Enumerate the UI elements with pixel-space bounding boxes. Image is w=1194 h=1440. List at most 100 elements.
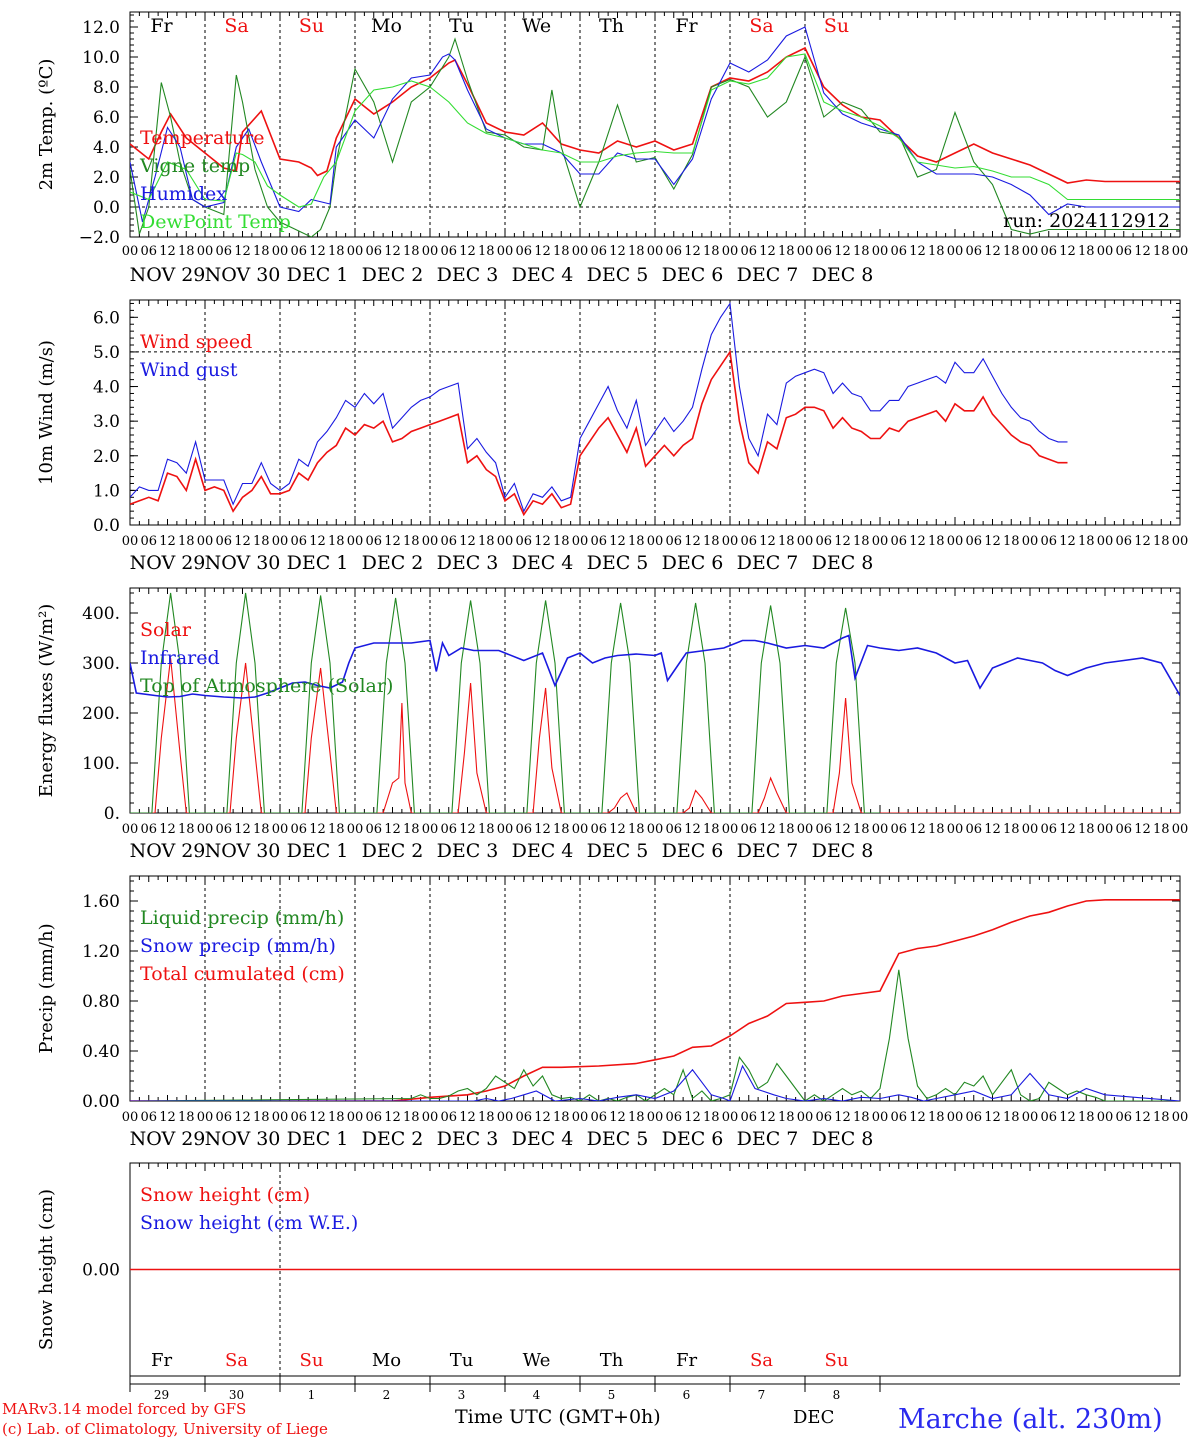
y-tick-label: 8.0 [93, 78, 120, 98]
x-day-label: DEC 7 [737, 840, 799, 862]
x-hour-label: 00 [122, 822, 139, 837]
bottom-day-number: 2 [383, 1388, 391, 1402]
x-hour-label: 12 [309, 822, 326, 837]
x-hour-label: 06 [290, 244, 307, 259]
x-hour-label: 00 [1022, 822, 1039, 837]
x-hour-label: 18 [478, 534, 495, 549]
plot-frame [129, 587, 1181, 814]
x-hour-label: 00 [947, 534, 964, 549]
x-hour-label: 06 [215, 534, 232, 549]
x-hour-label: 12 [534, 534, 551, 549]
x-hour-label: 18 [553, 534, 570, 549]
legend-entry: Solar [140, 619, 192, 641]
x-day-label: DEC 6 [662, 552, 724, 574]
bottom-day-number: 8 [833, 1388, 841, 1402]
x-hour-label: 18 [628, 1110, 645, 1125]
x-hour-label: 00 [1172, 1110, 1189, 1125]
legend-entry: Snow precip (mm/h) [140, 935, 336, 957]
x-hour-label: 18 [1078, 1110, 1095, 1125]
x-hour-label: 06 [590, 1110, 607, 1125]
x-hour-label: 12 [459, 534, 476, 549]
x-hour-label: 00 [872, 1110, 889, 1125]
x-hour-label: 18 [628, 534, 645, 549]
x-hour-label: 00 [797, 244, 814, 259]
x-hour-label: 18 [328, 534, 345, 549]
x-hour-label: 06 [740, 534, 757, 549]
x-hour-label: 06 [1040, 822, 1057, 837]
x-day-label: NOV 30 [205, 552, 281, 574]
x-hour-label: 12 [909, 244, 926, 259]
x-hour-label: 06 [740, 1110, 757, 1125]
y-tick-label: 4.0 [93, 138, 120, 158]
x-hour-label: 06 [290, 534, 307, 549]
x-day-label: DEC 6 [662, 264, 724, 286]
x-hour-label: 00 [197, 534, 214, 549]
y-tick-label: 2.0 [93, 168, 120, 188]
x-hour-label: 18 [778, 244, 795, 259]
x-hour-label: 18 [628, 244, 645, 259]
x-hour-label: 06 [890, 244, 907, 259]
y-tick-label: 4.0 [93, 378, 120, 398]
weekday-bottom: Th [600, 1350, 624, 1371]
series-line-temperature [130, 46, 1180, 184]
x-hour-label: 18 [328, 822, 345, 837]
bottom-day-number: 1 [308, 1388, 316, 1402]
x-hour-label: 18 [478, 1110, 495, 1125]
x-hour-label: 00 [572, 244, 589, 259]
x-hour-label: 12 [834, 1110, 851, 1125]
y-tick-label: 6.0 [93, 108, 120, 128]
x-hour-label: 06 [965, 1110, 982, 1125]
x-hour-label: 06 [740, 822, 757, 837]
y-tick-label: 1.20 [82, 942, 120, 962]
x-hour-label: 06 [665, 822, 682, 837]
panels: −2.00.02.04.06.08.010.012.02m Temp. (ºC)… [36, 11, 1189, 1402]
x-hour-label: 06 [1115, 534, 1132, 549]
legend-entry: Total cumulated (cm) [140, 963, 345, 985]
x-hour-label: 12 [384, 244, 401, 259]
x-day-label: DEC 3 [437, 840, 499, 862]
x-day-label: DEC 7 [737, 1128, 799, 1150]
x-hour-label: 00 [572, 534, 589, 549]
x-hour-label: 06 [590, 244, 607, 259]
x-hour-label: 18 [928, 1110, 945, 1125]
series-group [130, 592, 1180, 813]
bottom-day-number: 30 [229, 1388, 244, 1402]
x-hour-label: 18 [403, 244, 420, 259]
x-hour-label: 12 [759, 1110, 776, 1125]
x-hour-label: 12 [1134, 244, 1151, 259]
x-hour-label: 00 [497, 1110, 514, 1125]
x-day-label: DEC 2 [362, 264, 424, 286]
x-hour-label: 06 [665, 534, 682, 549]
x-hour-label: 18 [403, 1110, 420, 1125]
x-hour-label: 18 [1078, 822, 1095, 837]
x-day-label: DEC 1 [287, 552, 349, 574]
x-hour-label: 18 [1153, 1110, 1170, 1125]
x-hour-label: 00 [1022, 1110, 1039, 1125]
x-day-label: DEC 5 [587, 264, 649, 286]
x-hour-label: 00 [797, 534, 814, 549]
x-hour-label: 12 [609, 1110, 626, 1125]
x-hour-label: 00 [272, 534, 289, 549]
series-line-total-cumulated-cm- [130, 899, 1180, 1101]
x-day-label: DEC 2 [362, 552, 424, 574]
x-hour-label: 06 [965, 822, 982, 837]
bottom-axis: 29 30 1 2 3 4 5 6 7 8 [129, 1376, 1180, 1402]
x-day-label: NOV 29 [130, 264, 206, 286]
x-hour-label: 06 [1040, 1110, 1057, 1125]
x-hour-label: 06 [590, 822, 607, 837]
x-hour-label: 18 [253, 244, 270, 259]
x-hour-label: 06 [815, 534, 832, 549]
x-hour-label: 12 [834, 244, 851, 259]
legend-entry: Snow height (cm) [140, 1184, 310, 1206]
x-hour-label: 12 [609, 534, 626, 549]
x-day-label: DEC 4 [512, 552, 574, 574]
x-day-label: DEC 7 [737, 264, 799, 286]
x-day-label: DEC 8 [812, 264, 874, 286]
x-hour-label: 06 [365, 822, 382, 837]
weekday-bottom: Fr [676, 1350, 697, 1371]
y-axis-label: Precip (mm/h) [36, 923, 57, 1053]
weekday-bottom: Mo [372, 1350, 401, 1371]
x-hour-label: 18 [553, 244, 570, 259]
series-line-liquid-precip-mm-h- [130, 969, 1180, 1101]
